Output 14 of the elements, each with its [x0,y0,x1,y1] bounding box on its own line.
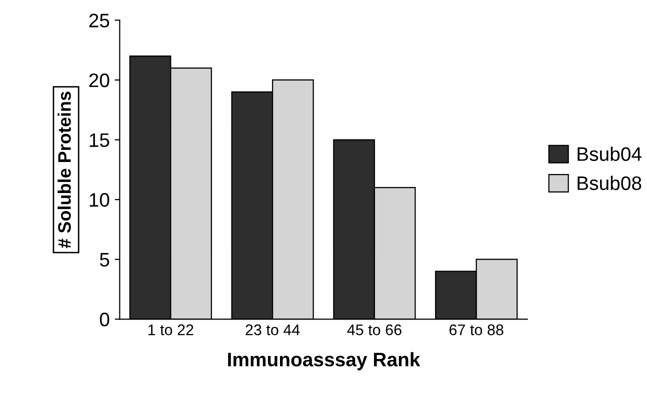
x-tick-label: 23 to 44 [246,324,300,336]
x-tick-label: 67 to 88 [450,324,504,336]
y-tick-label: 5 [100,253,110,267]
legend-label: Bsub08 [578,176,642,190]
legend-label: Bsub04 [578,146,642,161]
y-tick-label: 20 [89,73,110,88]
y-tick-label: 15 [90,133,110,148]
x-tick-label: 45 to 66 [347,324,402,336]
y-tick-label: 10 [90,193,110,207]
y-tick-label: 25 [89,14,110,28]
x-axis-title: Immunoasssay Rank [228,352,420,370]
x-tick-label: 1 to 22 [148,324,194,336]
y-tick-label: 0 [100,312,110,326]
y-axis-title: # Soluble Proteins [58,92,71,248]
